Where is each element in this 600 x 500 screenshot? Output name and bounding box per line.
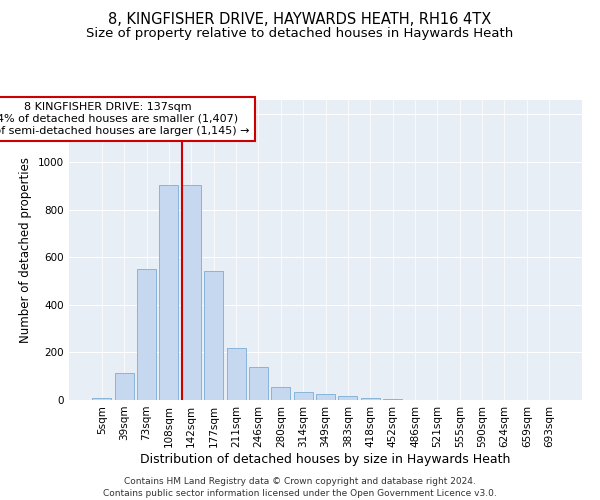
Text: Size of property relative to detached houses in Haywards Heath: Size of property relative to detached ho… — [86, 28, 514, 40]
Text: 8 KINGFISHER DRIVE: 137sqm
← 54% of detached houses are smaller (1,407)
44% of s: 8 KINGFISHER DRIVE: 137sqm ← 54% of deta… — [0, 102, 250, 136]
Bar — [182, 184, 201, 400]
Bar — [204, 272, 223, 400]
X-axis label: Distribution of detached houses by size in Haywards Heath: Distribution of detached houses by size … — [140, 452, 511, 466]
Bar — [227, 348, 245, 400]
Bar — [383, 399, 402, 400]
Bar — [271, 387, 290, 400]
Bar — [316, 394, 335, 400]
Text: 8, KINGFISHER DRIVE, HAYWARDS HEATH, RH16 4TX: 8, KINGFISHER DRIVE, HAYWARDS HEATH, RH1… — [109, 12, 491, 28]
Bar — [92, 398, 112, 400]
Bar — [338, 396, 358, 400]
Bar — [249, 366, 268, 400]
Bar — [115, 372, 134, 400]
Y-axis label: Number of detached properties: Number of detached properties — [19, 157, 32, 343]
Text: Contains HM Land Registry data © Crown copyright and database right 2024.
Contai: Contains HM Land Registry data © Crown c… — [103, 476, 497, 498]
Bar — [137, 269, 156, 400]
Bar — [293, 392, 313, 400]
Bar — [160, 184, 178, 400]
Bar — [361, 398, 380, 400]
